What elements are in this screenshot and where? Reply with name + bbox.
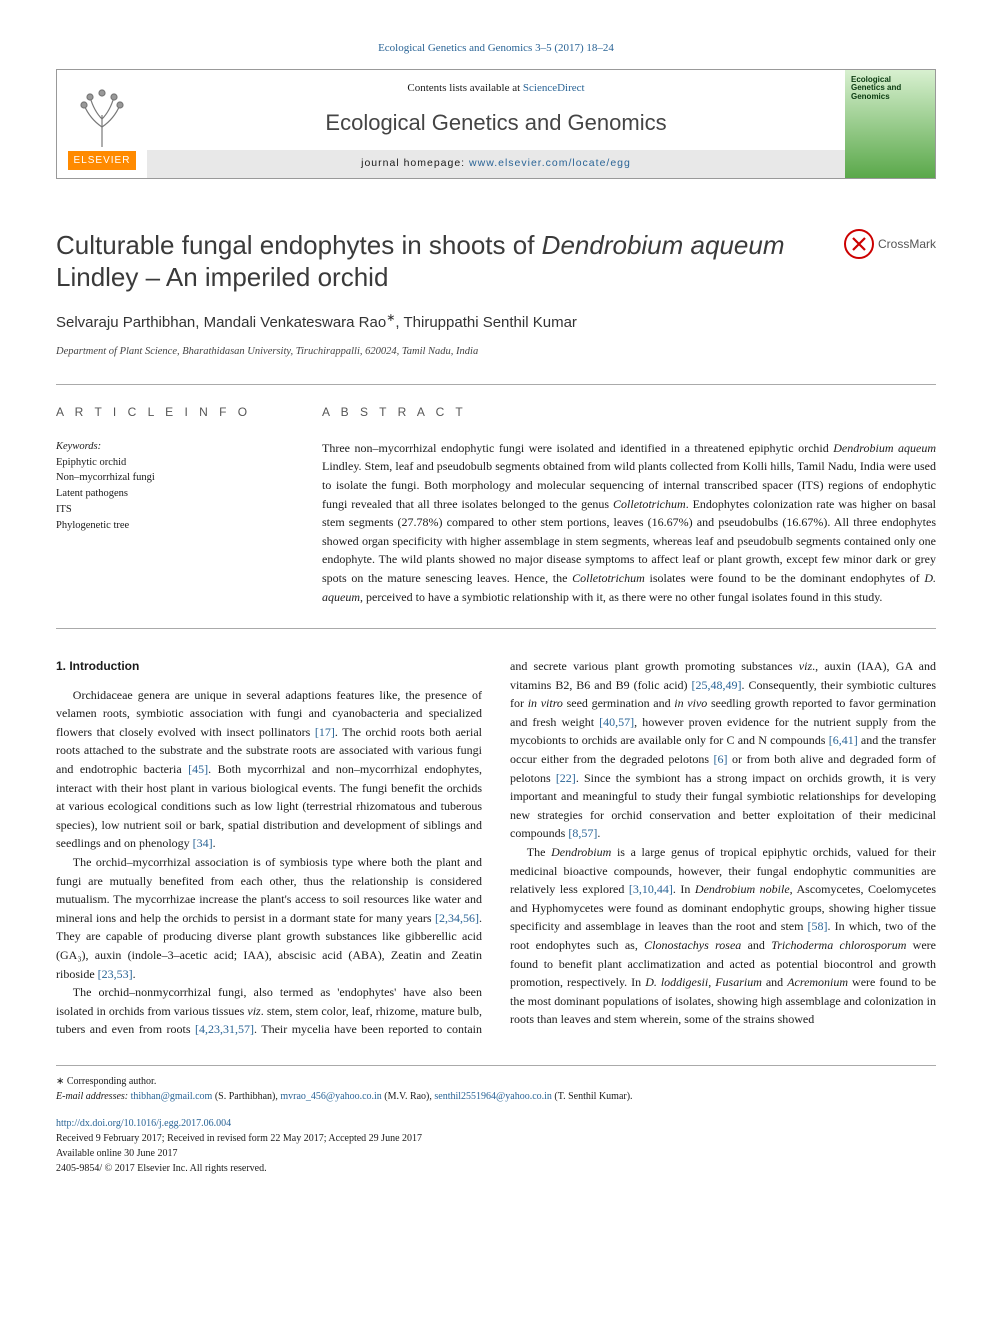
abs-ital: Colletotrichum <box>613 497 686 511</box>
crossmark-icon <box>844 229 874 259</box>
article-info: A R T I C L E I N F O Keywords: Epiphyti… <box>56 403 286 606</box>
journal-header: ELSEVIER Contents lists available at Sci… <box>56 69 936 179</box>
title-post: Lindley – An imperiled orchid <box>56 262 388 292</box>
citation-link[interactable]: [25,48,49] <box>692 678 742 692</box>
keyword: Phylogenetic tree <box>56 518 286 534</box>
article-title: Culturable fungal endophytes in shoots o… <box>56 229 824 294</box>
authors-part2: , Thiruppathi Senthil Kumar <box>395 314 577 331</box>
email-post: (M.V. Rao), <box>382 1091 435 1102</box>
citation-link[interactable]: [17] <box>315 725 335 739</box>
journal-cover-thumbnail: Ecological Genetics and Genomics <box>845 70 935 178</box>
body-para: The orchid–mycorrhizal association is of… <box>56 853 482 983</box>
citation-link[interactable]: [40,57] <box>599 715 634 729</box>
email-post: (T. Senthil Kumar). <box>552 1091 633 1102</box>
keyword: Epiphytic orchid <box>56 455 286 471</box>
elsevier-tree-icon <box>70 85 134 149</box>
body-para: The Dendrobium is a large genus of tropi… <box>510 843 936 1029</box>
title-pre: Culturable fungal endophytes in shoots o… <box>56 230 542 260</box>
homepage-bar: journal homepage: www.elsevier.com/locat… <box>147 150 845 178</box>
ital: Clonostachys rosea <box>644 938 741 952</box>
elsevier-logo: ELSEVIER <box>57 70 147 178</box>
doi-link[interactable]: http://dx.doi.org/10.1016/j.egg.2017.06.… <box>56 1118 231 1129</box>
seg: and <box>762 975 787 989</box>
section-head-intro: 1. Introduction <box>56 657 482 676</box>
authors: Selvaraju Parthibhan, Mandali Venkateswa… <box>56 310 936 335</box>
abs-ital: Dendrobium aqueum <box>833 441 936 455</box>
abs-ital: Colletotrichum <box>572 571 645 585</box>
seg: . In <box>673 882 695 896</box>
citation-link[interactable]: [23,53] <box>98 967 133 981</box>
citation-link[interactable]: [4,23,31,57] <box>195 1022 254 1036</box>
keyword: Non–mycorrhizal fungi <box>56 470 286 486</box>
received-line: Received 9 February 2017; Received in re… <box>56 1131 936 1146</box>
seg: . <box>213 836 216 850</box>
ital: Acremonium <box>787 975 848 989</box>
ital: Dendrobium nobile <box>695 882 790 896</box>
ital: viz <box>247 1004 260 1018</box>
citation-link[interactable]: [6,41] <box>829 733 858 747</box>
citation-link[interactable]: [8,57] <box>568 826 597 840</box>
ital: in vivo <box>674 696 707 710</box>
top-citation-link[interactable]: Ecological Genetics and Genomics 3–5 (20… <box>378 42 614 54</box>
elsevier-wordmark: ELSEVIER <box>68 151 137 170</box>
crossmark-badge[interactable]: CrossMark <box>844 229 936 259</box>
citation-link[interactable]: [22] <box>556 771 576 785</box>
copyright-line: 2405-9854/ © 2017 Elsevier Inc. All righ… <box>56 1161 936 1176</box>
keyword: ITS <box>56 502 286 518</box>
ital: D. loddigesii <box>645 975 708 989</box>
keywords-list: Epiphytic orchid Non–mycorrhizal fungi L… <box>56 455 286 534</box>
online-line: Available online 30 June 2017 <box>56 1146 936 1161</box>
homepage-link[interactable]: www.elsevier.com/locate/egg <box>469 157 631 169</box>
ital: in vitro <box>528 696 563 710</box>
seg: and <box>741 938 771 952</box>
seg: seed germination and <box>563 696 674 710</box>
ital: Trichoderma chlorosporum <box>771 938 906 952</box>
corr-author-note: ∗ Corresponding author. <box>56 1074 936 1089</box>
body-columns: 1. Introduction Orchidaceae genera are u… <box>56 657 936 1039</box>
seg: The <box>527 845 551 859</box>
body-para: Orchidaceae genera are unique in several… <box>56 686 482 853</box>
ital: viz <box>799 659 812 673</box>
citation-link[interactable]: [3,10,44] <box>629 882 673 896</box>
abs-seg: Three non–mycorrhizal endophytic fungi w… <box>322 441 833 455</box>
ital: Fusarium <box>715 975 762 989</box>
email-link[interactable]: mvrao_456@yahoo.co.in <box>280 1091 381 1102</box>
authors-part1: Selvaraju Parthibhan, Mandali Venkateswa… <box>56 314 386 331</box>
cover-title-3: Genomics <box>851 93 929 102</box>
seg: . <box>597 826 600 840</box>
crossmark-label: CrossMark <box>878 235 936 253</box>
keywords-label: Keywords: <box>56 439 286 455</box>
article-info-head: A R T I C L E I N F O <box>56 403 286 421</box>
keyword: Latent pathogens <box>56 486 286 502</box>
citation-link[interactable]: [6] <box>714 752 728 766</box>
header-center: Contents lists available at ScienceDirec… <box>147 70 845 178</box>
abstract: A B S T R A C T Three non–mycorrhizal en… <box>322 403 936 606</box>
seg: The orchid–mycorrhizal association is of… <box>56 855 482 925</box>
abs-seg: isolates were found to be the dominant e… <box>645 571 925 585</box>
email-post: (S. Parthibhan), <box>212 1091 280 1102</box>
footnotes: ∗ Corresponding author. E-mail addresses… <box>56 1065 936 1176</box>
email-label: E-mail addresses: <box>56 1091 131 1102</box>
article-info-abstract: A R T I C L E I N F O Keywords: Epiphyti… <box>56 384 936 629</box>
abs-seg: , perceived to have a symbiotic relation… <box>360 590 882 604</box>
journal-name: Ecological Genetics and Genomics <box>147 106 845 139</box>
contents-pre: Contents lists available at <box>407 82 522 94</box>
contents-line: Contents lists available at ScienceDirec… <box>147 70 845 97</box>
abstract-text: Three non–mycorrhizal endophytic fungi w… <box>322 439 936 606</box>
citation-link[interactable]: [45] <box>188 762 208 776</box>
citation-link[interactable]: [2,34,56] <box>435 911 479 925</box>
seg: . <box>133 967 136 981</box>
affiliation: Department of Plant Science, Bharathidas… <box>56 344 936 360</box>
citation-link[interactable]: [34] <box>193 836 213 850</box>
citation-link[interactable]: [58] <box>808 919 828 933</box>
sciencedirect-link[interactable]: ScienceDirect <box>523 82 585 94</box>
email-link[interactable]: senthil2551964@yahoo.co.in <box>434 1091 552 1102</box>
homepage-pre: journal homepage: <box>361 157 469 169</box>
email-link[interactable]: thibhan@gmail.com <box>131 1091 213 1102</box>
emails-line: E-mail addresses: thibhan@gmail.com (S. … <box>56 1089 936 1104</box>
ital: Dendrobium <box>551 845 611 859</box>
top-citation: Ecological Genetics and Genomics 3–5 (20… <box>56 40 936 57</box>
abstract-head: A B S T R A C T <box>322 403 936 421</box>
title-species: Dendrobium aqueum <box>542 230 785 260</box>
